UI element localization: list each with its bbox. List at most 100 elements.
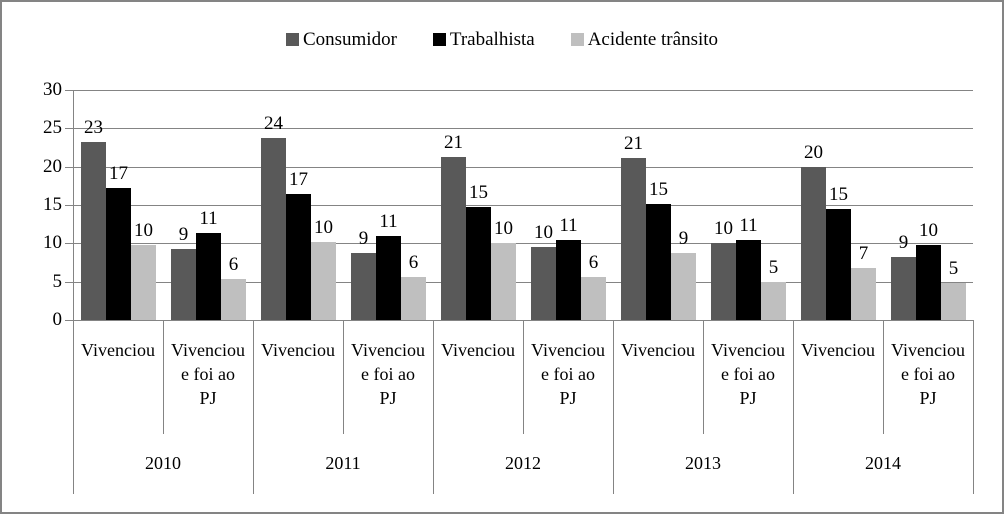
- legend-item: Acidente trânsito: [570, 29, 719, 50]
- year-separator-line: [253, 320, 254, 494]
- bar-value-label: 10: [919, 219, 938, 241]
- bar: [891, 257, 916, 320]
- bar-value-label: 5: [768, 257, 779, 279]
- x-axis-category-label-line: Vivenciou: [261, 340, 335, 360]
- bar: [171, 249, 196, 320]
- x-axis-category-label: Vivenciou: [613, 338, 703, 362]
- x-axis-category-label-line: Vivenciou: [801, 340, 875, 360]
- y-axis-tick-label: 0: [52, 309, 63, 330]
- x-axis-year-label: 2014: [865, 453, 901, 473]
- bar: [196, 233, 221, 320]
- bar-value-label: 9: [178, 224, 189, 246]
- y-axis-tick: [65, 243, 73, 245]
- bar-value-label: 21: [624, 133, 643, 155]
- legend-swatch-icon: [285, 33, 299, 46]
- bar: [286, 193, 311, 320]
- y-gridline: [73, 90, 973, 91]
- legend-label: Acidente trânsito: [587, 29, 719, 50]
- x-axis-category-label: Vivenciou e foi ao PJ: [523, 338, 613, 410]
- bar-value-label: 6: [588, 252, 599, 274]
- bar-value-label: 15: [469, 181, 488, 203]
- y-gridline: [73, 205, 973, 206]
- x-axis-category-label-line: Vivenciou: [531, 340, 605, 360]
- x-axis-category-label-line: Vivenciou: [441, 340, 515, 360]
- bar-value-label: 11: [379, 211, 398, 233]
- bar-value-label: 6: [408, 252, 419, 274]
- bar: [261, 137, 286, 320]
- bar: [106, 188, 131, 320]
- x-axis-category-label-line: PJ: [919, 388, 937, 408]
- y-gridline: [73, 128, 973, 130]
- x-axis-category-label: Vivenciou: [253, 338, 343, 362]
- category-separator-line: [343, 320, 344, 434]
- x-axis-year-label: 2010: [145, 453, 181, 473]
- y-axis-tick-label: 30: [43, 79, 62, 100]
- bar: [826, 208, 851, 320]
- x-axis-category-label-line: PJ: [379, 388, 397, 408]
- x-axis-category-label-line: e foi ao: [181, 364, 235, 384]
- bar: [311, 241, 336, 320]
- bar-value-label: 6: [228, 253, 239, 275]
- x-axis-category-label: Vivenciou e foi ao PJ: [703, 338, 793, 410]
- x-axis-category-label-line: Vivenciou: [711, 340, 785, 360]
- legend-item: Trabalhista: [432, 30, 535, 49]
- bar: [711, 243, 736, 320]
- bar: [736, 240, 761, 320]
- y-axis-tick: [65, 128, 73, 130]
- bar: [671, 253, 696, 320]
- x-axis-category-label: Vivenciou: [73, 338, 163, 362]
- bar: [531, 247, 556, 320]
- bar-value-label: 9: [358, 227, 369, 249]
- y-axis-tick: [65, 281, 73, 283]
- x-axis-category-label: Vivenciou e foi ao PJ: [883, 338, 973, 410]
- year-separator-line: [433, 320, 434, 494]
- x-axis-category-label-line: Vivenciou: [351, 340, 425, 360]
- year-separator-line: [793, 320, 794, 494]
- x-axis-category-label-line: Vivenciou: [171, 340, 245, 360]
- x-axis-category-label: Vivenciou: [793, 338, 883, 362]
- category-separator-line: [883, 320, 884, 434]
- x-axis-category-label-line: e foi ao: [721, 364, 775, 384]
- bar-value-label: 11: [559, 214, 578, 236]
- chart-legend: Consumidor Trabalhista Acidente trânsito: [2, 30, 1002, 49]
- x-axis-category-label-line: e foi ao: [901, 364, 955, 384]
- x-axis-category-label: Vivenciou e foi ao PJ: [343, 338, 433, 410]
- bar: [81, 142, 106, 320]
- category-separator-line: [703, 320, 704, 434]
- x-axis-category-label-line: Vivenciou: [621, 340, 695, 360]
- bar: [646, 204, 671, 320]
- bar: [556, 239, 581, 320]
- category-separator-line: [523, 320, 524, 434]
- legend-label: Consumidor: [302, 29, 397, 50]
- bar-value-label: 10: [714, 218, 733, 240]
- bar: [441, 157, 466, 320]
- bar-value-label: 17: [289, 168, 308, 190]
- bar-value-label: 21: [444, 132, 463, 154]
- bar: [466, 206, 491, 320]
- y-axis-tick: [65, 166, 73, 168]
- x-axis-category-label-line: Vivenciou: [891, 340, 965, 360]
- bar-value-label: 10: [494, 218, 513, 240]
- bar-value-label: 10: [134, 219, 153, 241]
- bar: [916, 244, 941, 320]
- legend-item: Consumidor: [285, 29, 397, 50]
- bar-value-label: 10: [534, 222, 553, 244]
- x-axis-category-label-line: PJ: [559, 388, 577, 408]
- y-axis-tick: [65, 90, 73, 91]
- x-axis-category-label-line: PJ: [739, 388, 757, 408]
- x-axis-category-label-line: e foi ao: [541, 364, 595, 384]
- bar: [221, 278, 246, 320]
- bar: [761, 282, 786, 320]
- bar-value-label: 15: [649, 179, 668, 201]
- x-axis-year-label: 2013: [685, 453, 721, 473]
- y-gridline: [73, 281, 973, 283]
- y-axis-tick: [65, 205, 73, 206]
- bar-value-label: 15: [829, 183, 848, 205]
- bar: [351, 252, 376, 320]
- year-separator-line: [973, 320, 974, 494]
- x-axis-category-label: Vivenciou: [433, 338, 523, 362]
- bar: [401, 277, 426, 320]
- bar: [851, 267, 876, 320]
- bar-value-label: 20: [804, 141, 823, 163]
- x-axis-category-label-line: e foi ao: [361, 364, 415, 384]
